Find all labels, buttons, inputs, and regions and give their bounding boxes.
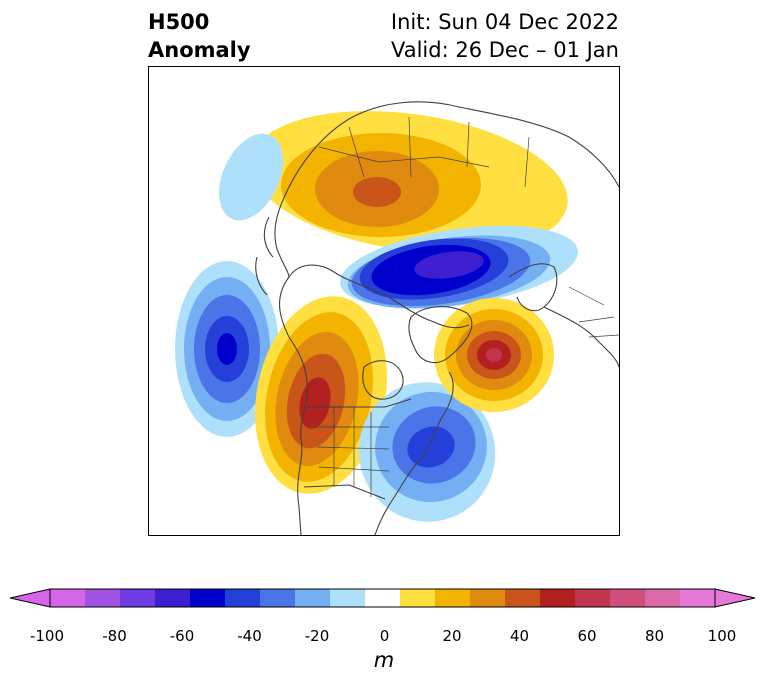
chart-subtitle: Init: Sun 04 Dec 2022 Valid: 26 Dec – 01… bbox=[391, 8, 619, 64]
coastline-canadian-arctic bbox=[388, 296, 470, 329]
coastline-north-america-east bbox=[374, 371, 454, 535]
coastline-europe bbox=[543, 306, 619, 368]
country-borders-asia bbox=[318, 116, 530, 188]
border-mexico bbox=[303, 484, 386, 500]
colorbar-cell bbox=[155, 589, 191, 607]
colorbar-cell bbox=[50, 589, 86, 607]
colorbar-cell bbox=[260, 589, 296, 607]
coastline-greenland bbox=[408, 306, 473, 364]
coastline-north-america-west bbox=[288, 336, 308, 535]
colorbar-tick-label: -100 bbox=[29, 627, 65, 645]
colorbar-tick-label: 0 bbox=[379, 627, 390, 645]
colorbar-cell bbox=[575, 589, 611, 607]
us-state-borders bbox=[314, 407, 390, 497]
colorbar-cell bbox=[505, 589, 541, 607]
colorbar-tick-label: -80 bbox=[102, 627, 127, 645]
valid-range-label: Valid: 26 Dec – 01 Jan bbox=[390, 38, 619, 62]
colorbar-cell bbox=[120, 589, 156, 607]
colorbar-cell bbox=[435, 589, 471, 607]
anomaly-arctic-negative bbox=[340, 225, 578, 309]
init-date-label: Init: Sun 04 Dec 2022 bbox=[390, 10, 619, 34]
anomaly-northeast-pacific-negative bbox=[175, 261, 279, 437]
coastline-alaska bbox=[278, 264, 390, 338]
colorbar-extend-high bbox=[714, 588, 756, 608]
anomaly-map bbox=[175, 101, 619, 535]
colorbar-cell bbox=[470, 589, 506, 607]
colorbar-cell bbox=[540, 589, 576, 607]
colorbar-cell bbox=[330, 589, 366, 607]
title-field: Anomaly bbox=[148, 38, 251, 62]
coastline-east-asia bbox=[274, 186, 290, 278]
colorbar bbox=[10, 588, 756, 608]
colorbar-cell bbox=[225, 589, 261, 607]
map-panel bbox=[148, 66, 620, 536]
colorbar-cell bbox=[680, 589, 716, 607]
colorbar-cell bbox=[295, 589, 331, 607]
colorbar-tick-label: 20 bbox=[442, 627, 462, 645]
colorbar-extend-low bbox=[10, 588, 51, 608]
colorbar-cell bbox=[610, 589, 646, 607]
colorbar-tick-label: 60 bbox=[577, 627, 597, 645]
anomaly-western-pacific-negative bbox=[219, 133, 283, 221]
colorbar-cell bbox=[190, 589, 226, 607]
anomaly-eastern-north-america-negative bbox=[358, 382, 496, 522]
colorbar-tick-label: -20 bbox=[304, 627, 330, 645]
coastline-japan bbox=[255, 256, 268, 296]
colorbar-outline bbox=[49, 588, 716, 608]
colorbar-cell bbox=[365, 589, 401, 607]
border-us-canada bbox=[307, 398, 412, 408]
coastline-kamchatka bbox=[263, 216, 274, 258]
colorbar-tick-label: 40 bbox=[509, 627, 530, 645]
map-boundaries bbox=[255, 101, 619, 535]
colorbar-cells bbox=[50, 589, 716, 607]
colorbar-unit-label: m bbox=[373, 648, 395, 672]
colorbar-cell bbox=[645, 589, 681, 607]
colorbar-tick-label: -40 bbox=[237, 627, 262, 645]
colorbar-tick-label: 100 bbox=[707, 627, 737, 645]
country-borders-europe bbox=[568, 286, 619, 338]
coastline-hudson-bay bbox=[362, 360, 404, 400]
colorbar-cell bbox=[400, 589, 436, 607]
title-variable: H500 bbox=[148, 10, 210, 34]
colorbar-tick-label: -60 bbox=[169, 627, 195, 645]
anomaly-contours bbox=[175, 111, 578, 522]
chart-title: H500 Anomaly bbox=[148, 8, 251, 64]
coastline-scandinavia bbox=[508, 263, 558, 312]
colorbar-tick-label: 80 bbox=[644, 627, 665, 645]
colorbar-cell bbox=[85, 589, 121, 607]
coastline-siberia bbox=[288, 101, 619, 188]
anomaly-northern-asia-positive bbox=[250, 111, 568, 253]
